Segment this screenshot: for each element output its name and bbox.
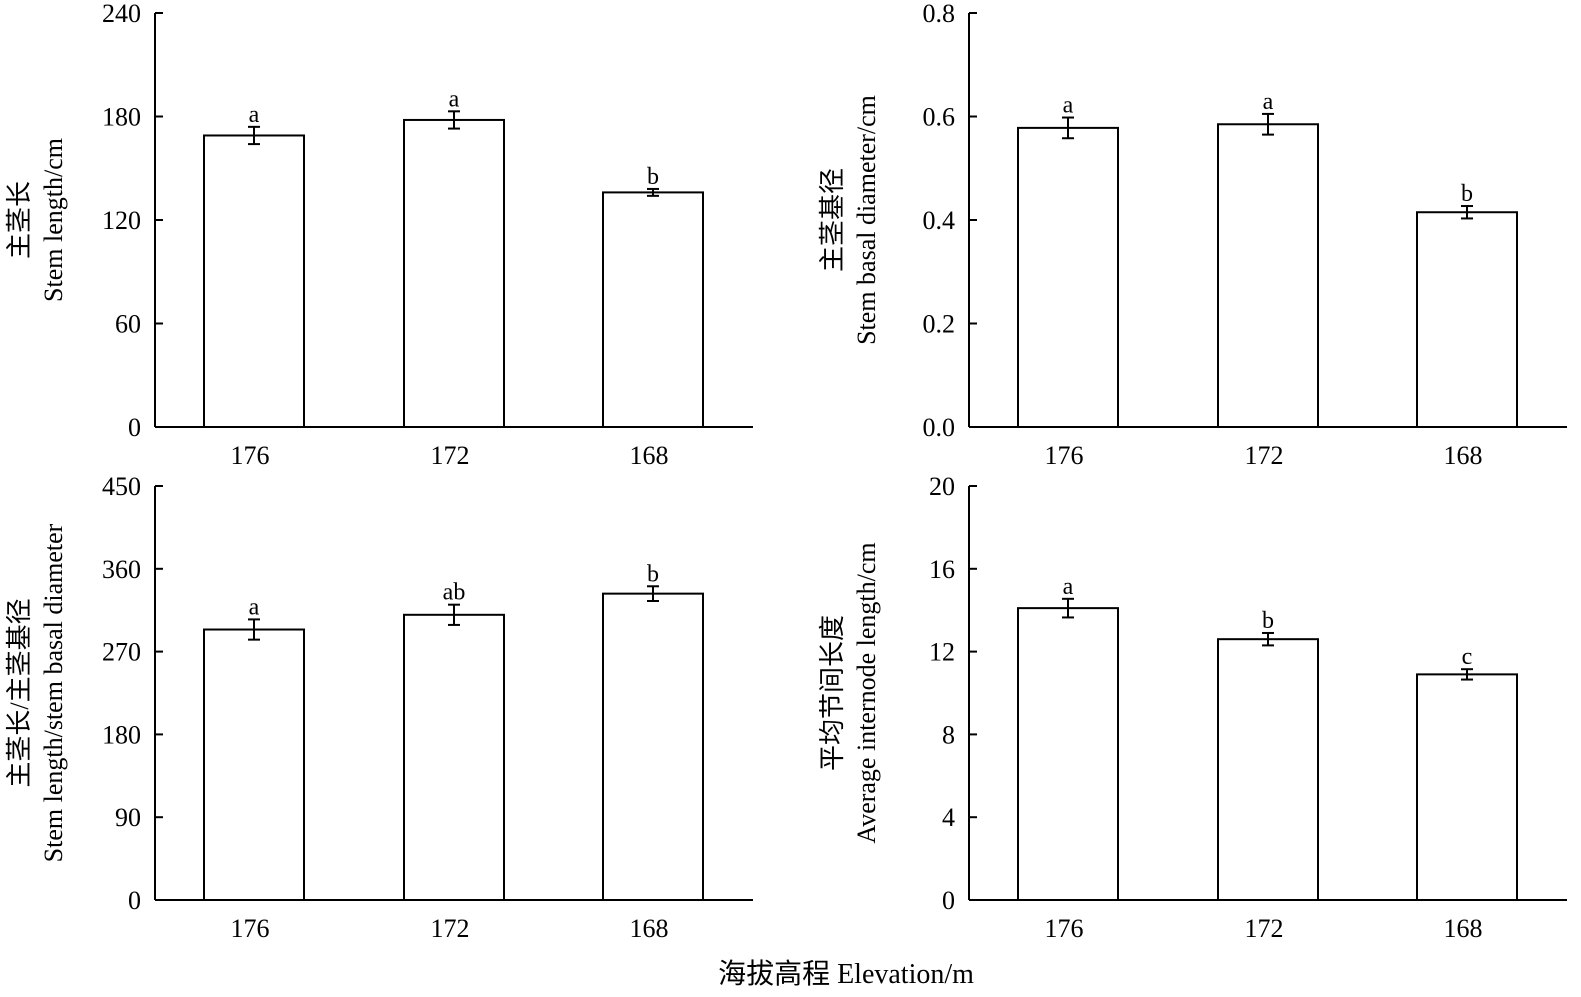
y-tick-label: 0.0: [923, 413, 956, 442]
significance-label: a: [449, 86, 460, 112]
y-axis-title-en: Stem basal diameter/cm: [852, 95, 881, 345]
y-tick-label: 180: [102, 720, 141, 749]
bar: [1416, 211, 1518, 428]
x-tick-label: 176: [1045, 914, 1084, 943]
x-tick-label: 168: [1444, 914, 1483, 943]
y-tick-label: 0: [128, 886, 141, 915]
x-tick-label: 172: [1245, 914, 1284, 943]
y-axis-title-en: Stem length/cm: [39, 138, 68, 302]
y-tick-label: 16: [929, 555, 955, 584]
y-tick-label: 8: [942, 720, 955, 749]
y-tick-label: 0.6: [923, 103, 956, 132]
bar: [1416, 673, 1518, 901]
panel-stem-basal-diameter: 0.0 0.2 0.4 0.6 0.8 a 176 a 172 b 168 主茎基径 Stem basa…: [818, 0, 1567, 470]
bar: [1217, 638, 1319, 901]
x-tick-label: 176: [231, 914, 270, 943]
y-tick-label: 360: [102, 555, 141, 584]
x-tick-label: 168: [1444, 441, 1483, 470]
y-tick-label: 60: [115, 310, 141, 339]
x-tick-label: 168: [630, 441, 669, 470]
panel-length-diameter-ratio: 0 90 180 270 360 450 a 176 ab 172 b 168 主茎长/主茎基径 Stem…: [5, 472, 753, 943]
bar: [602, 191, 704, 428]
y-tick-label: 4: [942, 803, 955, 832]
x-tick-label: 172: [1245, 441, 1284, 470]
x-tick-label: 176: [1045, 441, 1084, 470]
significance-label: a: [1263, 89, 1274, 115]
y-tick-label: 20: [929, 472, 955, 501]
x-tick-label: 176: [231, 441, 270, 470]
y-tick-label: 450: [102, 472, 141, 501]
y-axis-title-cn: 主茎长: [5, 181, 34, 259]
y-tick-label: 120: [102, 206, 141, 235]
bar: [1017, 126, 1119, 428]
x-tick-label: 172: [431, 441, 470, 470]
y-tick-label: 240: [102, 0, 141, 28]
bar: [203, 134, 305, 428]
bar: [1217, 123, 1319, 428]
significance-label: a: [1063, 93, 1074, 119]
y-tick-label: 0.8: [923, 0, 956, 28]
significance-label: b: [1262, 608, 1274, 634]
panel-internode-length: 0 4 8 12 16 20 a 176 b 172 c 168 平均节间长度 Average inter…: [818, 472, 1567, 943]
y-tick-label: 0: [942, 886, 955, 915]
y-tick-label: 180: [102, 103, 141, 132]
y-tick-label: 90: [115, 803, 141, 832]
x-tick-label: 168: [630, 914, 669, 943]
significance-label: a: [249, 102, 260, 128]
significance-label: b: [1461, 181, 1473, 207]
y-axis-title-cn: 主茎基径: [818, 168, 847, 272]
bar: [403, 613, 505, 901]
y-axis-title-cn: 主茎长/主茎基径: [5, 598, 34, 787]
bar: [403, 118, 505, 428]
panel-stem-length: 0 60 120 180 240 a 176 a 172 b 168 主茎长 Stem length/c…: [5, 0, 753, 470]
significance-label: a: [1063, 574, 1074, 600]
bar: [602, 592, 704, 901]
y-tick-label: 270: [102, 638, 141, 667]
significance-label: b: [647, 561, 659, 587]
y-axis-title-en: Stem length/stem basal diameter: [39, 523, 68, 862]
x-axis-title: 海拔高程 Elevation/m: [718, 958, 974, 990]
y-axis-title-cn: 平均节间长度: [818, 615, 847, 771]
y-tick-label: 0.2: [923, 310, 956, 339]
significance-label: ab: [443, 580, 466, 606]
bar: [203, 628, 305, 902]
x-tick-label: 172: [431, 914, 470, 943]
y-tick-label: 12: [929, 638, 955, 667]
y-tick-label: 0: [128, 413, 141, 442]
y-tick-label: 0.4: [923, 206, 956, 235]
significance-label: b: [647, 164, 659, 190]
significance-label: a: [249, 594, 260, 620]
significance-label: c: [1462, 644, 1473, 670]
y-axis-title-en: Average internode length/cm: [852, 542, 881, 843]
bar: [1017, 607, 1119, 901]
